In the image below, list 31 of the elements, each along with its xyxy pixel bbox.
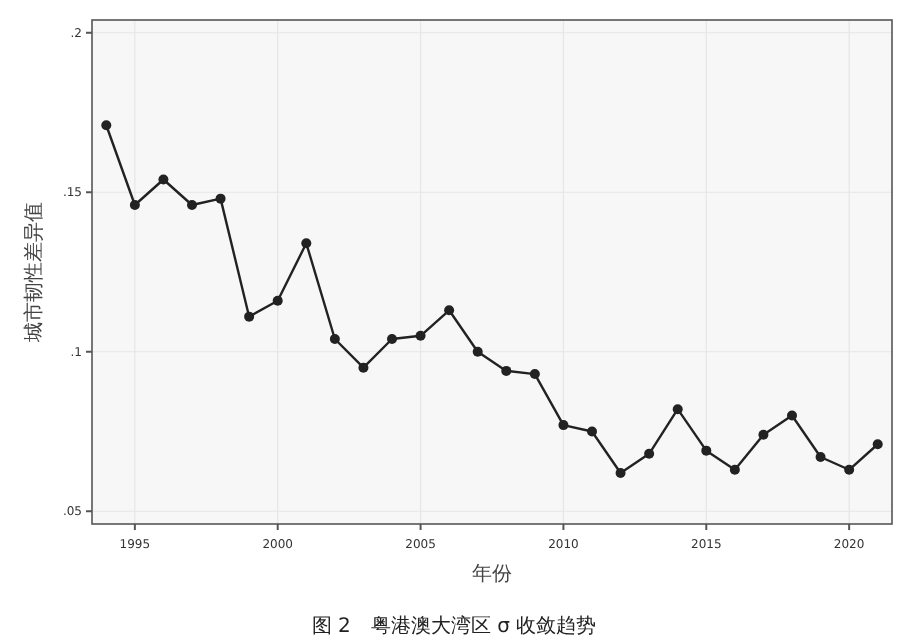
x-axis-title: 年份 — [472, 562, 512, 586]
point — [301, 238, 312, 249]
point — [558, 420, 569, 431]
y-axis-title: 城市韧性差异值 — [22, 202, 46, 344]
point — [472, 346, 483, 357]
point — [501, 365, 512, 376]
point — [672, 404, 683, 415]
point — [215, 193, 226, 204]
point — [815, 452, 826, 463]
point — [415, 330, 426, 341]
point — [187, 200, 197, 211]
point — [644, 448, 655, 459]
point — [329, 333, 340, 344]
point — [444, 305, 455, 316]
point — [158, 174, 169, 185]
point — [587, 426, 597, 437]
point — [101, 120, 112, 131]
point — [272, 295, 283, 306]
point — [758, 429, 769, 440]
point — [844, 464, 855, 475]
point — [787, 410, 797, 421]
point — [387, 333, 397, 344]
point — [358, 362, 369, 373]
point — [129, 200, 140, 211]
point — [529, 369, 540, 380]
point — [872, 439, 883, 450]
point — [701, 445, 712, 456]
point — [615, 467, 626, 478]
point — [729, 464, 740, 475]
point — [244, 311, 255, 322]
text: 图 2 粤港澳大湾区 σ 收敛趋势 — [311, 614, 597, 638]
